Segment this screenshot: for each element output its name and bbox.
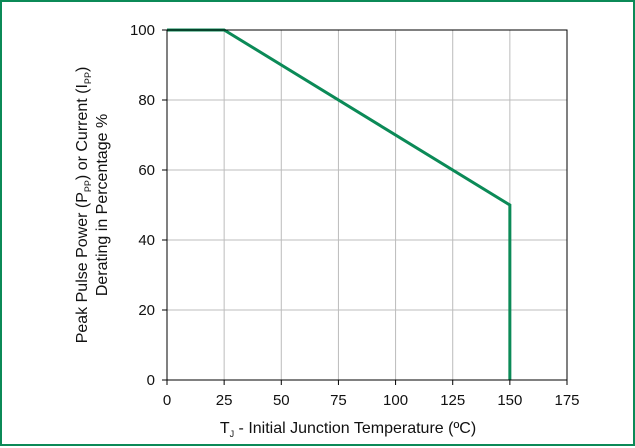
y-tick-label: 60 [138, 162, 155, 179]
y-tick-label: 100 [130, 22, 155, 39]
y-axis-title-part2: ) or Current (I [74, 84, 91, 180]
y-axis-ticks: 0 20 40 60 80 100 [130, 22, 167, 389]
x-tick-label: 125 [440, 392, 465, 409]
x-axis-title-prefix: T [220, 420, 230, 437]
x-tick-label: 150 [497, 392, 522, 409]
x-axis-title-suffix: - Initial Junction Temperature (ºC) [234, 420, 476, 437]
x-axis-title-subscript: J [230, 429, 235, 439]
y-axis-title-subscript-2: PP [83, 72, 93, 84]
y-tick-label: 0 [147, 372, 155, 389]
y-axis-title-subscript-1: PP [83, 180, 93, 192]
y-axis-title-line2: Derating in Percentage % [94, 114, 111, 296]
y-axis-title-part3: ) [74, 67, 91, 72]
y-axis-title-part1: Peak Pulse Power (P [74, 192, 91, 343]
x-tick-label: 175 [554, 392, 579, 409]
y-tick-label: 20 [138, 302, 155, 319]
x-axis-title: TJ - Initial Junction Temperature (ºC) [220, 420, 476, 439]
y-tick-label: 40 [138, 232, 155, 249]
x-tick-label: 25 [216, 392, 233, 409]
x-tick-label: 0 [163, 392, 171, 409]
y-axis-title-line1: Peak Pulse Power (PPP) or Current (IPP) [74, 67, 93, 344]
plot-area-border [166, 29, 568, 381]
x-axis-ticks: 0 25 50 75 100 125 150 175 [163, 380, 580, 409]
x-tick-label: 50 [273, 392, 290, 409]
x-tick-label: 75 [330, 392, 347, 409]
y-tick-label: 80 [138, 92, 155, 109]
x-tick-label: 100 [383, 392, 408, 409]
